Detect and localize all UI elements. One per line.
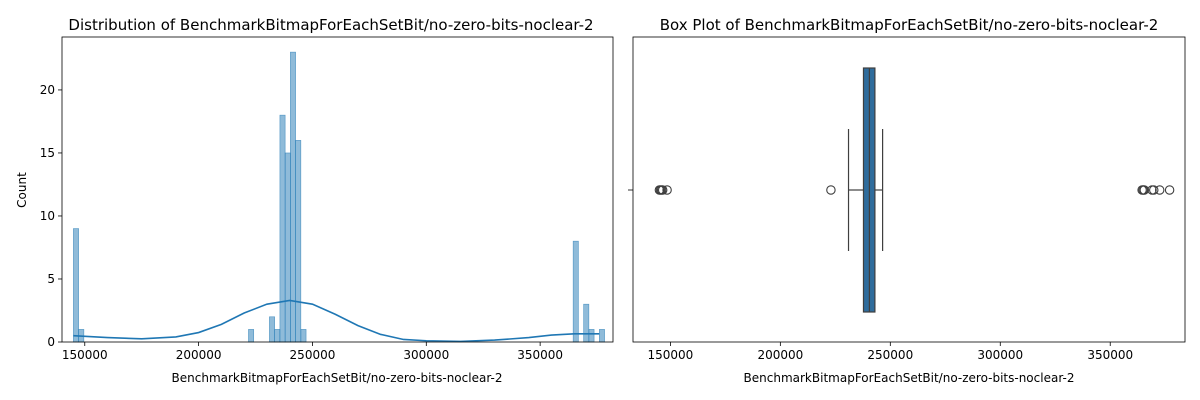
histogram-bar [572,240,579,343]
histogram-bar [295,140,302,343]
x-tick-label: 200000 [757,348,803,362]
histogram-bar [599,329,605,343]
y-tick-label: 0 [47,335,55,349]
x-tick-label: 150000 [62,348,108,362]
histogram-bar [269,316,275,343]
y-tick-label: 5 [47,272,55,286]
x-tick-label: 350000 [1087,348,1133,362]
histogram-bar [73,228,79,343]
x-tick-label: 300000 [403,348,449,362]
outlier-point [826,185,836,195]
boxplot-x-ticks: 150000 200000 250000 300000 350000 [647,342,1133,362]
x-tick-label: 300000 [977,348,1023,362]
outlier-point [1164,185,1175,195]
histogram-bars [73,51,605,343]
histogram-bar [274,329,281,343]
outlier-point [1154,185,1165,195]
y-tick-label: 10 [40,209,55,223]
boxplot-axes-frame [632,36,1186,343]
histogram-y-ticks: 0 5 10 15 20 [40,83,62,349]
histogram-x-ticks: 150000 200000 250000 300000 350000 [62,342,563,362]
y-tick-label: 15 [40,146,55,160]
histogram-bar [300,329,307,343]
histogram-bar [279,114,286,343]
outlier-point [1139,185,1150,195]
outlier-point [657,185,668,195]
histogram-y-label: Count [15,172,29,208]
outlier-point [1149,185,1159,195]
boxplot-title: Box Plot of BenchmarkBitmapForEachSetBit… [660,16,1159,34]
x-tick-label: 200000 [176,348,222,362]
x-tick-label: 350000 [517,348,563,362]
histogram-bar [284,152,291,343]
histogram-bar [290,51,296,343]
kde-curve [73,299,600,343]
histogram-bar [248,329,255,343]
x-tick-label: 250000 [290,348,336,362]
x-tick-label: 150000 [647,348,693,362]
histogram-axes-frame [61,36,614,343]
histogram-title: Distribution of BenchmarkBitmapForEachSe… [68,16,593,34]
y-tick-label: 20 [40,83,55,97]
histogram-x-label: BenchmarkBitmapForEachSetBit/no-zero-bit… [172,371,503,385]
boxplot [654,67,1175,313]
histogram-bar [583,303,590,343]
boxplot-x-label: BenchmarkBitmapForEachSetBit/no-zero-bit… [744,371,1075,385]
outlier-point [662,185,672,195]
histogram-panel: Distribution of BenchmarkBitmapForEachSe… [15,16,614,385]
x-tick-label: 250000 [867,348,913,362]
histogram-bar [588,329,595,343]
boxplot-panel: Box Plot of BenchmarkBitmapForEachSetBit… [628,16,1186,385]
